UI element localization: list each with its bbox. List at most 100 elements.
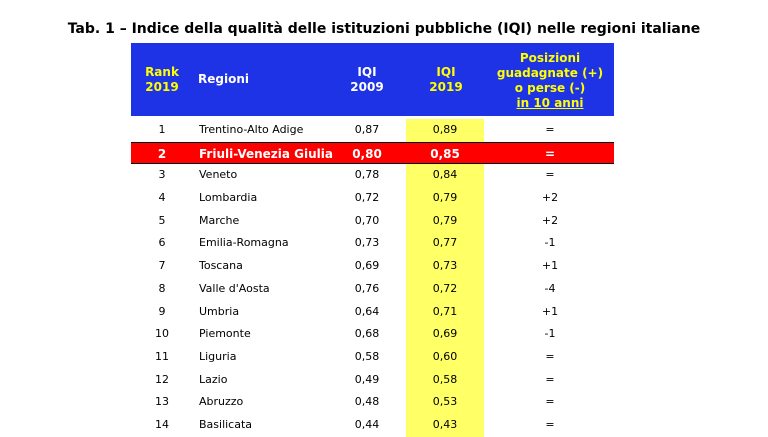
cell-rank: 8 [158, 281, 166, 295]
cell-rank: 13 [155, 395, 169, 409]
cell-region: Lazio [199, 372, 228, 386]
cell-region: Abruzzo [199, 395, 244, 409]
table-row: 8 Valle d'Aosta 0,76 0,72 -4 [131, 277, 614, 301]
table-body: 1 Trentino-Alto Adige 0,87 0,89 = 2 Friu… [131, 119, 614, 437]
cell-rank: 7 [158, 259, 166, 273]
cell-iqi-2019: 0,79 [406, 209, 484, 233]
table-row: 14 Basilicata 0,44 0,43 = [131, 413, 614, 437]
table-row: 1 Trentino-Alto Adige 0,87 0,89 = [131, 119, 614, 142]
table-row: 4 Lombardia 0,72 0,79 +2 [131, 187, 614, 210]
cell-region: Friuli-Venezia Giulia [199, 146, 333, 161]
cell-change: +1 [541, 259, 559, 273]
header-rank: Rank 2019 [131, 43, 193, 116]
cell-iqi-2009: 0,48 [354, 395, 380, 409]
header-pos-line3: o perse (-) [514, 81, 586, 95]
cell-iqi-2019: 0,53 [406, 391, 484, 414]
cell-rank: 4 [158, 191, 166, 205]
cell-iqi-2009: 0,76 [354, 281, 380, 295]
cell-region: Basilicata [199, 417, 253, 431]
header-iqi-2019-line1: IQI [436, 64, 456, 79]
header-rank-line2: 2019 [145, 79, 179, 94]
cell-iqi-2009: 0,68 [354, 327, 380, 341]
cell-change: -1 [544, 236, 556, 250]
cell-change: -1 [544, 327, 556, 341]
cell-iqi-2009: 0,78 [354, 168, 380, 182]
cell-region: Marche [199, 213, 240, 227]
cell-region: Valle d'Aosta [199, 281, 270, 295]
header-regioni: Regioni [198, 43, 249, 116]
cell-rank: 6 [158, 236, 166, 250]
cell-iqi-2009: 0,49 [354, 372, 380, 386]
cell-iqi-2009: 0,72 [354, 191, 380, 205]
cell-rank: 11 [155, 349, 169, 363]
table-row: 11 Liguria 0,58 0,60 = [131, 345, 614, 369]
cell-change: +2 [541, 213, 559, 227]
cell-change: = [545, 417, 555, 431]
table-row: 3 Veneto 0,78 0,84 = [131, 164, 614, 188]
cell-iqi-2019: 0,89 [406, 119, 484, 142]
cell-iqi-2019: 0,77 [406, 232, 484, 256]
cell-region: Trentino-Alto Adige [199, 123, 304, 136]
cell-iqi-2009: 0,87 [354, 123, 380, 136]
cell-region: Toscana [199, 259, 243, 273]
header-iqi-2009: IQI 2009 [336, 43, 398, 116]
cell-iqi-2019: 0,71 [406, 300, 484, 324]
cell-iqi-2019: 0,60 [406, 345, 484, 369]
table-row: 5 Marche 0,70 0,79 +2 [131, 209, 614, 233]
cell-region: Liguria [199, 349, 237, 363]
cell-iqi-2009: 0,44 [354, 417, 380, 431]
table-header: Rank 2019 Regioni IQI 2009 IQI 2019 Posi… [131, 43, 614, 116]
cell-rank: 12 [155, 372, 169, 386]
cell-change: -4 [544, 281, 556, 295]
cell-iqi-2019: 0,43 [406, 413, 484, 437]
cell-iqi-2009: 0,70 [354, 213, 380, 227]
cell-change: = [545, 395, 555, 409]
cell-change: = [545, 349, 555, 363]
header-iqi-2019-line2: 2019 [429, 79, 463, 94]
cell-rank: 1 [158, 123, 166, 136]
cell-region: Veneto [199, 168, 238, 182]
header-pos-line1: Posizioni [519, 51, 581, 65]
cell-iqi-2019: 0,84 [406, 164, 484, 188]
cell-iqi-2019: 0,69 [406, 323, 484, 346]
cell-iqi-2009: 0,64 [354, 304, 380, 318]
header-posizioni: Posizioni guadagnate (+) o perse (-) in … [486, 47, 614, 115]
cell-change: = [545, 168, 555, 182]
header-pos-line2: guadagnate (+) [496, 66, 604, 80]
table-row: 6 Emilia-Romagna 0,73 0,77 -1 [131, 232, 614, 256]
header-iqi-2019: IQI 2019 [406, 43, 486, 116]
cell-rank: 3 [158, 168, 166, 182]
cell-iqi-2009: 0,69 [354, 259, 380, 273]
table-row: 9 Umbria 0,64 0,71 +1 [131, 300, 614, 324]
cell-change: = [544, 146, 556, 161]
cell-iqi-2019: 0,58 [406, 368, 484, 392]
header-pos-line4: in 10 anni [516, 96, 584, 110]
cell-region: Umbria [199, 304, 240, 318]
cell-region: Emilia-Romagna [199, 236, 289, 250]
cell-iqi-2019: 0,72 [406, 277, 484, 301]
header-iqi-2009-line2: 2009 [350, 79, 384, 94]
header-iqi-2009-line1: IQI [357, 64, 377, 79]
cell-change: +1 [541, 304, 559, 318]
header-rank-line1: Rank [145, 64, 179, 79]
cell-iqi-2019: 0,85 [430, 146, 460, 161]
cell-change: = [545, 123, 555, 136]
table-title: Tab. 1 – Indice della qualità delle isti… [67, 21, 701, 37]
table-row: 12 Lazio 0,49 0,58 = [131, 368, 614, 392]
header-regioni-label: Regioni [198, 72, 249, 86]
cell-rank: 10 [155, 327, 169, 341]
cell-iqi-2019: 0,73 [406, 255, 484, 278]
table-row: 10 Piemonte 0,68 0,69 -1 [131, 323, 614, 346]
cell-rank: 5 [158, 213, 166, 227]
cell-iqi-2009: 0,58 [354, 349, 380, 363]
cell-region: Lombardia [199, 191, 258, 205]
cell-region: Piemonte [199, 327, 251, 341]
cell-iqi-2009: 0,73 [354, 236, 380, 250]
cell-iqi-2019: 0,79 [406, 187, 484, 210]
cell-rank: 9 [158, 304, 166, 318]
cell-change: +2 [541, 191, 559, 205]
table-row: 7 Toscana 0,69 0,73 +1 [131, 255, 614, 278]
cell-iqi-2009: 0,80 [352, 146, 382, 161]
cell-change: = [545, 372, 555, 386]
cell-rank: 14 [155, 417, 169, 431]
